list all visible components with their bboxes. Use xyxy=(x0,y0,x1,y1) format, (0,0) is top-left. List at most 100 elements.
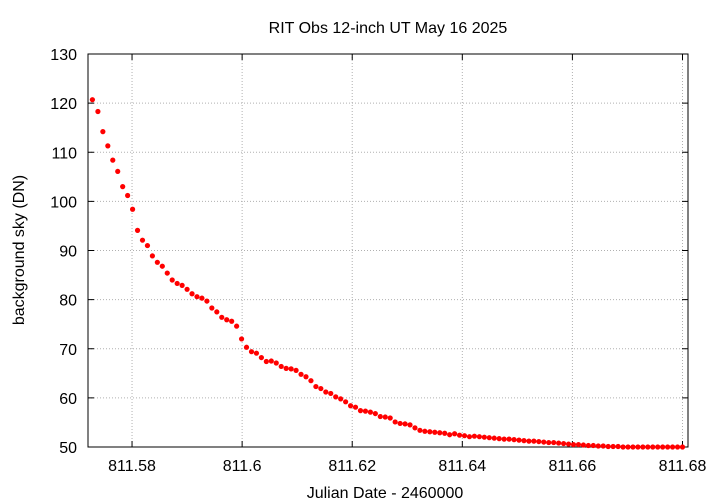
data-point xyxy=(134,227,141,233)
data-point xyxy=(164,270,170,276)
data-point xyxy=(318,385,324,392)
data-point xyxy=(645,444,651,450)
data-point xyxy=(575,441,582,448)
data-point xyxy=(491,435,497,441)
data-point xyxy=(154,259,160,265)
data-point xyxy=(293,367,299,373)
data-point xyxy=(407,422,413,428)
data-point xyxy=(442,430,448,436)
data-point xyxy=(585,442,591,449)
data-point xyxy=(204,298,210,304)
data-point xyxy=(268,358,274,364)
data-point xyxy=(546,439,552,446)
data-point xyxy=(660,444,666,450)
axis-ticks: 811.58 811.6 811.62 811.64 811.66 811.68 50 60 7… xyxy=(50,47,706,475)
y-tick-label: 70 xyxy=(59,342,77,359)
data-point xyxy=(516,437,522,443)
x-tick-label: 811.58 xyxy=(108,458,156,475)
data-point xyxy=(313,383,319,390)
data-point xyxy=(343,399,349,405)
y-tick-label: 60 xyxy=(59,391,77,408)
data-point xyxy=(139,237,146,243)
data-point xyxy=(120,184,126,190)
data-point xyxy=(214,309,220,315)
data-point xyxy=(159,263,165,269)
data-point xyxy=(580,442,587,448)
data-point xyxy=(382,414,388,420)
data-point xyxy=(357,408,364,414)
data-point xyxy=(169,277,175,283)
data-point xyxy=(521,438,527,444)
data-point xyxy=(511,437,517,443)
data-point xyxy=(412,425,418,431)
data-point xyxy=(308,378,314,384)
data-point xyxy=(402,421,408,427)
data-point xyxy=(605,443,611,450)
data-point xyxy=(650,444,656,450)
data-point xyxy=(640,444,646,450)
data-point xyxy=(89,97,96,103)
data-point xyxy=(248,349,255,355)
data-point xyxy=(129,206,136,212)
data-point xyxy=(333,394,339,400)
data-point xyxy=(377,413,383,420)
data-point xyxy=(669,444,676,450)
data-point xyxy=(422,428,428,434)
data-point xyxy=(595,443,601,449)
data-point xyxy=(526,438,532,444)
data-point xyxy=(615,443,621,450)
data-point xyxy=(570,441,577,448)
data-point xyxy=(288,366,294,372)
data-point xyxy=(397,420,403,427)
data-point xyxy=(665,444,671,450)
x-axis-label: Julian Date - 2460000 xyxy=(307,485,464,502)
chart-title: RIT Obs 12-inch UT May 16 2025 xyxy=(269,20,508,37)
data-point xyxy=(437,430,443,436)
data-point xyxy=(387,415,393,421)
data-point xyxy=(655,444,661,450)
data-point xyxy=(541,439,547,445)
y-tick-label: 110 xyxy=(51,145,77,162)
data-point xyxy=(338,396,344,402)
data-point xyxy=(323,389,329,395)
data-point xyxy=(115,168,121,175)
y-tick-label: 100 xyxy=(50,194,77,211)
data-point xyxy=(144,242,151,249)
data-point xyxy=(238,336,245,342)
data-point xyxy=(674,444,681,450)
data-point xyxy=(149,253,156,259)
data-point xyxy=(417,427,423,433)
data-point xyxy=(263,358,269,365)
data-point xyxy=(481,434,487,440)
x-tick-label: 811.68 xyxy=(659,458,707,475)
data-point xyxy=(447,432,453,438)
data-point xyxy=(184,286,190,292)
data-point xyxy=(625,444,631,450)
data-points xyxy=(89,97,686,450)
data-point xyxy=(496,436,502,442)
data-point xyxy=(283,365,289,371)
data-point xyxy=(630,444,636,450)
data-point xyxy=(620,444,626,450)
data-point xyxy=(600,443,606,449)
data-point xyxy=(189,291,195,297)
data-point xyxy=(610,443,616,450)
data-point xyxy=(229,318,235,324)
data-point xyxy=(352,404,359,410)
data-point xyxy=(536,438,542,445)
data-point xyxy=(273,360,279,366)
data-point xyxy=(560,440,567,447)
data-point xyxy=(199,295,205,301)
data-point xyxy=(392,419,398,425)
data-point xyxy=(362,408,369,414)
data-point xyxy=(565,441,572,447)
data-point xyxy=(452,431,458,437)
data-point xyxy=(367,409,373,415)
data-point xyxy=(278,363,284,370)
data-point xyxy=(427,429,433,435)
data-point xyxy=(209,305,215,311)
data-point xyxy=(635,444,641,450)
data-point xyxy=(679,444,686,450)
data-point xyxy=(456,432,463,438)
